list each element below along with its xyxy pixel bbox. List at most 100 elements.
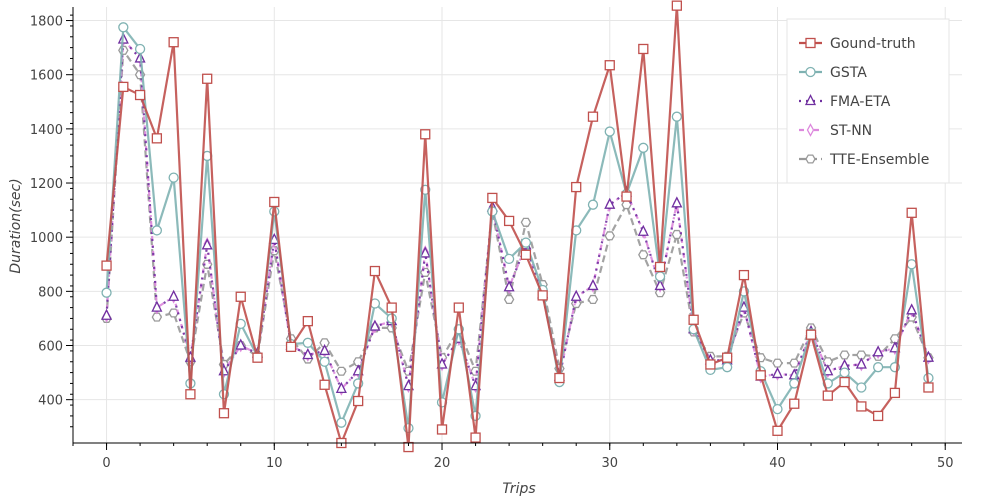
data-point-gound-truth — [252, 352, 263, 363]
data-point-gound-truth — [302, 315, 313, 327]
y-tick: 1200 — [30, 177, 73, 192]
data-point-gsta — [638, 142, 649, 153]
x-tick: 10 — [266, 443, 283, 471]
data-point-tte-ensemble — [638, 250, 649, 260]
data-point-gound-truth — [470, 432, 481, 443]
legend-label: ST-NN — [830, 123, 872, 139]
data-point-gound-truth — [269, 196, 280, 208]
y-tick: 600 — [38, 340, 73, 355]
legend-label: GSTA — [830, 65, 867, 81]
data-point-gsta — [151, 225, 163, 236]
data-point-tte-ensemble — [503, 294, 515, 305]
y-tick: 1400 — [30, 123, 73, 138]
data-point-fma-eta — [654, 278, 666, 291]
data-point-gound-truth — [722, 352, 733, 363]
series-gound-truth — [101, 0, 934, 453]
data-point-gound-truth — [319, 379, 330, 390]
data-point-tte-ensemble — [587, 294, 599, 305]
x-tick: 0 — [102, 443, 111, 471]
data-point-fma-eta — [335, 381, 347, 393]
x-tick-label: 40 — [769, 456, 786, 471]
data-point-gound-truth — [571, 181, 582, 193]
legend-swatch-marker — [805, 154, 816, 164]
data-point-fma-eta — [855, 357, 867, 369]
x-tick-label: 30 — [601, 456, 618, 471]
data-point-gound-truth — [503, 215, 515, 227]
legend-swatch-marker — [804, 94, 817, 106]
data-point-gsta — [604, 126, 615, 137]
data-point-fma-eta — [235, 338, 247, 350]
data-point-tte-ensemble — [168, 308, 179, 318]
data-point-tte-ensemble — [336, 366, 347, 376]
data-point-fma-eta — [503, 280, 515, 292]
legend-label: Gound-truth — [830, 36, 916, 52]
data-point-gsta — [587, 199, 599, 210]
y-axis-label: Duration(sec) — [8, 178, 24, 273]
x-tick-label: 10 — [266, 456, 283, 471]
data-point-gound-truth — [923, 382, 934, 393]
data-point-gound-truth — [420, 129, 431, 140]
data-point-tte-ensemble — [604, 231, 616, 241]
y-tick: 400 — [38, 394, 73, 409]
x-tick-label: 20 — [434, 456, 451, 471]
data-point-gsta — [134, 43, 146, 55]
data-point-gound-truth — [671, 0, 682, 11]
data-point-gound-truth — [789, 398, 800, 409]
data-point-fma-eta — [100, 308, 113, 320]
data-point-gsta — [856, 382, 867, 393]
data-point-tte-ensemble — [671, 229, 683, 240]
legend-item-gound-truth: Gound-truth — [799, 36, 916, 52]
data-point-gound-truth — [604, 60, 615, 71]
data-point-gound-truth — [235, 291, 246, 302]
legend-item-tte-ensemble: TTE-Ensemble — [799, 152, 929, 168]
data-point-gsta — [671, 111, 682, 122]
series-layer — [100, 0, 935, 453]
x-tick-label: 50 — [937, 456, 954, 471]
data-point-fma-eta — [872, 345, 884, 357]
y-tick: 1000 — [30, 231, 73, 246]
data-point-gound-truth — [118, 81, 129, 93]
data-point-tte-ensemble — [520, 217, 532, 227]
data-point-tte-ensemble — [789, 358, 800, 368]
data-point-gound-truth — [772, 425, 783, 436]
data-point-gound-truth — [101, 260, 112, 271]
y-tick-label: 800 — [38, 285, 63, 300]
data-point-gsta — [168, 172, 179, 183]
data-point-gsta — [722, 362, 733, 373]
legend-swatch-marker — [806, 123, 815, 137]
data-point-fma-eta — [570, 289, 582, 301]
axes: 0 10 20 30 40 50 400 600 800 1000 1200 1400 1600 1800 — [30, 7, 962, 471]
data-point-tte-ensemble — [856, 350, 867, 360]
x-axis-label: Trips — [502, 481, 535, 497]
data-point-gound-truth — [705, 359, 716, 370]
data-point-fma-eta — [302, 348, 314, 360]
data-point-gsta — [872, 362, 884, 373]
data-point-gound-truth — [134, 89, 146, 101]
data-point-gound-truth — [285, 341, 297, 353]
data-point-gound-truth — [889, 387, 901, 399]
data-point-fma-eta — [201, 238, 213, 250]
data-point-gsta — [839, 367, 850, 378]
data-point-gound-truth — [520, 249, 532, 260]
data-point-gound-truth — [537, 290, 548, 301]
data-point-fma-eta — [771, 366, 784, 379]
data-point-gound-truth — [822, 390, 833, 401]
data-point-gound-truth — [453, 302, 464, 313]
data-point-gsta — [906, 259, 917, 270]
data-point-fma-eta — [168, 289, 180, 301]
data-point-gound-truth — [168, 37, 179, 48]
data-point-gound-truth — [755, 370, 766, 381]
data-point-gsta — [503, 253, 515, 265]
data-point-gound-truth — [839, 376, 850, 388]
legend-swatch-marker — [805, 66, 816, 78]
data-point-gsta — [772, 403, 783, 415]
data-point-fma-eta — [604, 197, 616, 209]
data-point-gound-truth — [185, 389, 196, 400]
y-tick-label: 600 — [38, 340, 63, 355]
data-point-fma-eta — [151, 300, 163, 312]
data-point-fma-eta — [637, 224, 649, 236]
x-tick: 20 — [434, 443, 451, 471]
data-point-gound-truth — [805, 329, 817, 340]
data-point-gound-truth — [369, 265, 381, 277]
data-point-fma-eta — [671, 196, 683, 208]
